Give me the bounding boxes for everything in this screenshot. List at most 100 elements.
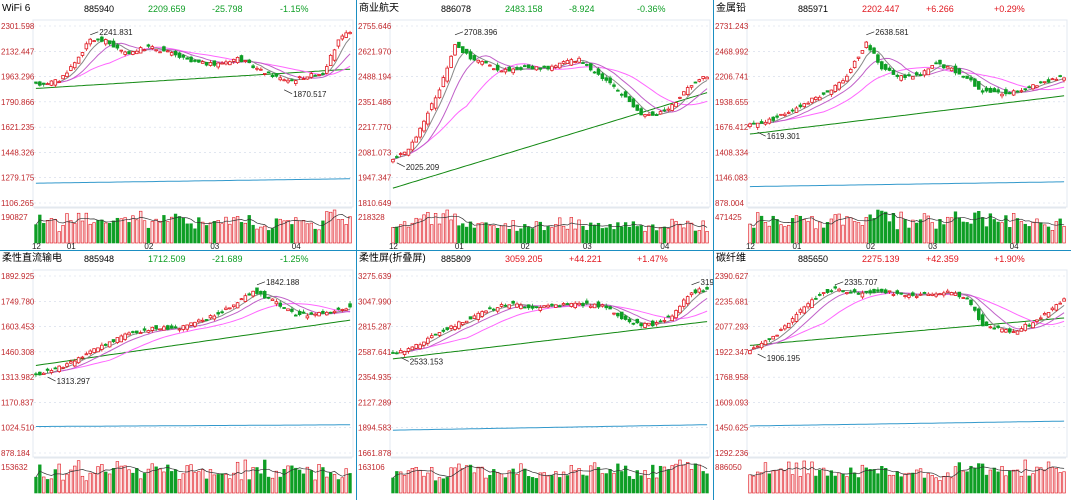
- chart-panel[interactable]: 柔性直流输电 885948 1712.509 -21.689 -1.25% 1892.92…: [0, 250, 357, 500]
- volume-bar: [856, 477, 861, 494]
- volume-bar: [806, 221, 810, 244]
- candle: [883, 288, 888, 295]
- volume-bar: [689, 222, 694, 244]
- volume-bar: [596, 467, 601, 494]
- volume-bar: [115, 217, 120, 244]
- y-tick-label: 2390.627: [715, 272, 749, 281]
- candle: [286, 78, 290, 84]
- volume-bar: [620, 226, 624, 244]
- candle: [872, 46, 876, 55]
- chart-panel[interactable]: 碳纤维 885650 2275.139 +42.359 +1.90% 2390.627 22…: [714, 250, 1071, 500]
- candle: [162, 324, 166, 331]
- volume-bar: [437, 223, 442, 244]
- candle: [821, 292, 826, 297]
- volume-bar: [674, 221, 678, 244]
- volume-bar: [1011, 469, 1016, 494]
- volume-bar: [457, 463, 461, 494]
- candle: [468, 49, 473, 61]
- candle: [266, 296, 271, 300]
- header-change-pct: +1.47%: [637, 254, 668, 264]
- candle: [406, 347, 411, 354]
- volume-bar: [573, 228, 577, 244]
- volume-bar: [872, 469, 876, 494]
- candle: [530, 64, 535, 70]
- candle: [1027, 85, 1031, 89]
- candle: [511, 67, 515, 75]
- volume-bar: [107, 223, 112, 244]
- volume-bar: [247, 215, 251, 244]
- volume-bar: [170, 471, 174, 494]
- candle: [290, 78, 294, 82]
- volume-bar: [620, 471, 624, 494]
- candle: [976, 307, 981, 322]
- candle: [542, 65, 546, 69]
- volume-bar: [810, 461, 814, 494]
- candle: [519, 302, 523, 310]
- chart-panel[interactable]: 商业航天 886078 2483.158 -8.924 -0.36% 2755.646 26…: [357, 0, 714, 250]
- volume-bar: [767, 473, 771, 494]
- volume-bar: [263, 459, 267, 494]
- chart-panel[interactable]: WiFi 6 885940 2209.659 -25.798 -1.15% 2301.59…: [0, 0, 357, 250]
- volume-bar: [1008, 227, 1012, 244]
- volume-bar: [480, 222, 484, 244]
- volume-bar: [534, 221, 539, 244]
- candle: [313, 312, 317, 318]
- candle: [422, 119, 426, 133]
- volume-bar: [887, 474, 892, 494]
- candle: [340, 308, 345, 313]
- candle: [1019, 88, 1024, 94]
- volume-bar: [464, 226, 469, 244]
- low-annotation: 1906.195: [757, 353, 801, 363]
- candle: [748, 350, 752, 355]
- chart-panel[interactable]: 金属铅 885971 2202.447 +6.266 +0.29% 2731.243 246…: [714, 0, 1071, 250]
- candle: [270, 73, 275, 79]
- candle: [790, 316, 795, 325]
- candle: [228, 307, 232, 310]
- candle: [585, 63, 589, 67]
- candle: [674, 101, 678, 108]
- chart-panel[interactable]: 柔性屏(折叠屏) 885809 3059.205 +44.221 +1.47% 3275.…: [357, 250, 714, 500]
- candle: [336, 39, 341, 49]
- plot-frame: [746, 269, 1068, 458]
- candle: [554, 304, 558, 308]
- candle: [437, 331, 442, 338]
- volume-bar: [100, 464, 104, 494]
- x-tick-label: 03: [583, 242, 592, 250]
- volume-bar: [965, 471, 969, 494]
- candle: [197, 318, 201, 324]
- y-tick-label: 2488.194: [358, 73, 392, 82]
- ma20-line: [35, 46, 351, 85]
- svg-text:2241.831: 2241.831: [99, 28, 133, 37]
- candle: [499, 70, 504, 73]
- y-tick-label: 2081.073: [358, 148, 392, 157]
- candle: [255, 287, 259, 296]
- volume-bar: [461, 223, 465, 244]
- candle: [177, 51, 182, 60]
- volume-bar: [942, 224, 946, 244]
- volume-bar: [274, 218, 279, 244]
- candle: [49, 368, 54, 375]
- candle: [542, 305, 546, 308]
- ma5-line: [392, 290, 708, 354]
- volume-bar: [406, 226, 411, 244]
- candle: [980, 312, 985, 327]
- candle: [957, 67, 962, 75]
- ma10-line: [749, 57, 1065, 125]
- candle: [810, 297, 814, 308]
- ma5-line: [749, 290, 1065, 351]
- candle: [243, 60, 248, 64]
- volume-bar: [973, 467, 977, 494]
- volume-bar: [864, 217, 868, 244]
- candle: [395, 154, 399, 159]
- volume-bar: [666, 228, 670, 244]
- x-tick-label: 01: [455, 242, 464, 250]
- candle: [107, 40, 112, 46]
- volume-bar: [852, 472, 857, 494]
- svg-text:2533.153: 2533.153: [410, 357, 444, 366]
- volume-bar: [1008, 470, 1012, 494]
- candle: [600, 303, 605, 308]
- ma20-line: [392, 305, 708, 354]
- candle: [158, 328, 162, 331]
- volume-bar: [942, 475, 946, 494]
- volume-bar: [266, 230, 271, 244]
